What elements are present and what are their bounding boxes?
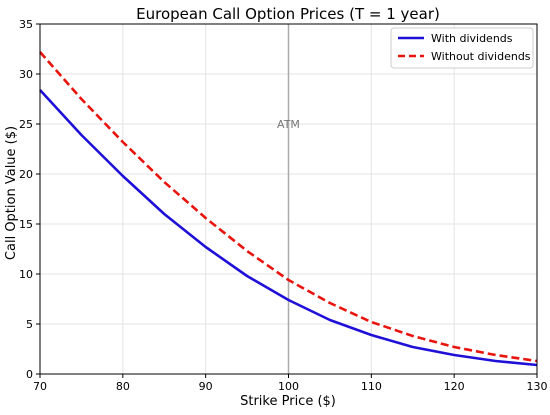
x-tick-label: 80 [116, 380, 130, 393]
y-tick-label: 30 [19, 68, 33, 81]
x-tick-label: 120 [444, 380, 465, 393]
y-tick-label: 25 [19, 118, 33, 131]
legend-label-without-dividends: Without dividends [431, 50, 531, 63]
legend-box [390, 27, 534, 69]
x-tick-label: 110 [361, 380, 382, 393]
x-tick-label: 130 [527, 380, 548, 393]
y-axis-label: Call Option Value ($) [4, 126, 19, 260]
x-tick-label: 90 [199, 380, 213, 393]
y-tick-label: 15 [19, 218, 33, 231]
atm-label: ATM [277, 118, 300, 131]
annotations: ATM [277, 24, 300, 374]
x-tick-label: 100 [278, 380, 299, 393]
x-tick-label: 70 [33, 380, 47, 393]
y-tick-label: 5 [26, 318, 33, 331]
y-tick-label: 10 [19, 268, 33, 281]
series-lines [39, 51, 538, 367]
legend: With dividends Without dividends [390, 27, 534, 69]
chart-title: European Call Option Prices (T = 1 year) [136, 5, 440, 23]
series-line-without-dividends [39, 51, 538, 363]
y-tick-label: 0 [26, 368, 33, 381]
series-line-with-dividends [39, 89, 538, 367]
y-tick-label: 35 [19, 18, 33, 31]
legend-label-with-dividends: With dividends [431, 32, 513, 45]
y-tick-label: 20 [19, 168, 33, 181]
y-axis-ticks: 0 5 10 15 20 25 30 35 [19, 18, 40, 381]
x-axis-label: Strike Price ($) [240, 394, 336, 409]
x-axis-ticks: 70 80 90 100 110 120 130 [33, 374, 548, 393]
